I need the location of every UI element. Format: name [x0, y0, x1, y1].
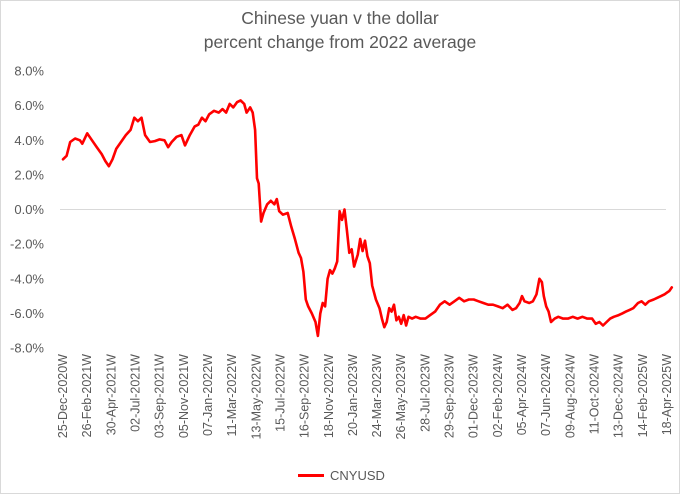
- x-tick-label: 07-Jun-2024W: [539, 354, 553, 436]
- x-tick-label: 11-Oct-2024W: [588, 354, 602, 435]
- chart-title-line2: percent change from 2022 average: [203, 32, 477, 52]
- x-tick-label: 07-Jan-2022W: [201, 354, 215, 436]
- x-tick-label: 13-Dec-2024W: [612, 354, 626, 438]
- x-tick-label: 18-Nov-2022W: [322, 354, 336, 438]
- chart-title-line1: Chinese yuan v the dollar: [241, 8, 439, 28]
- x-tick-label: 03-Sep-2021W: [153, 354, 167, 438]
- y-tick-label: 2.0%: [14, 167, 44, 182]
- x-tick-label: 05-Nov-2021W: [177, 354, 191, 438]
- y-tick-label: -6.0%: [10, 306, 44, 321]
- legend: CNYUSD: [298, 466, 385, 484]
- x-axis-ticks: 25-Dec-2020W 26-Feb-2021W 30-Apr-2021W 02-J…: [56, 354, 674, 440]
- series-line-cnyusd: [61, 99, 674, 338]
- x-tick-label: 02-Jul-2021W: [128, 354, 142, 432]
- x-tick-label: 01-Dec-2023W: [467, 354, 481, 438]
- x-tick-label: 26-Feb-2021W: [80, 354, 94, 438]
- y-tick-label: 0.0%: [14, 202, 44, 217]
- x-tick-label: 02-Feb-2024W: [491, 354, 505, 438]
- x-tick-label: 30-Apr-2021W: [104, 354, 118, 435]
- y-tick-label: -4.0%: [10, 271, 44, 286]
- legend-swatch: [298, 473, 324, 477]
- x-tick-label: 15-Jul-2022W: [273, 354, 287, 432]
- x-tick-label: 09-Aug-2024W: [563, 354, 577, 438]
- y-axis-ticks: -8.0% -6.0% -4.0% -2.0% 0.0% 2.0% 4.0% 6.0% 8.0%: [10, 64, 44, 356]
- x-tick-label: 25-Dec-2020W: [56, 354, 70, 438]
- plot-area: [61, 99, 674, 338]
- x-tick-label: 28-Jul-2023W: [418, 354, 432, 432]
- x-tick-label: 11-Mar-2022W: [225, 354, 239, 437]
- x-tick-label: 18-Apr-2025W: [660, 354, 674, 435]
- x-tick-label: 24-Mar-2023W: [370, 354, 384, 438]
- x-tick-label: 26-May-2023W: [394, 354, 408, 440]
- y-tick-label: 4.0%: [14, 133, 44, 148]
- y-tick-label: -2.0%: [10, 237, 44, 252]
- x-tick-label: 05-Apr-2024W: [515, 354, 529, 435]
- y-tick-label: -8.0%: [10, 341, 44, 356]
- x-tick-label: 16-Sep-2022W: [298, 354, 312, 438]
- x-tick-label: 29-Sep-2023W: [443, 354, 457, 438]
- y-tick-label: 6.0%: [14, 98, 44, 113]
- chart-title: Chinese yuan v the dollar percent change…: [0, 6, 680, 54]
- y-tick-label: 8.0%: [14, 64, 44, 79]
- x-tick-label: 13-May-2022W: [249, 354, 263, 440]
- x-tick-label: 14-Feb-2025W: [636, 354, 650, 438]
- legend-label: CNYUSD: [330, 467, 385, 483]
- x-tick-label: 20-Jan-2023W: [346, 354, 360, 436]
